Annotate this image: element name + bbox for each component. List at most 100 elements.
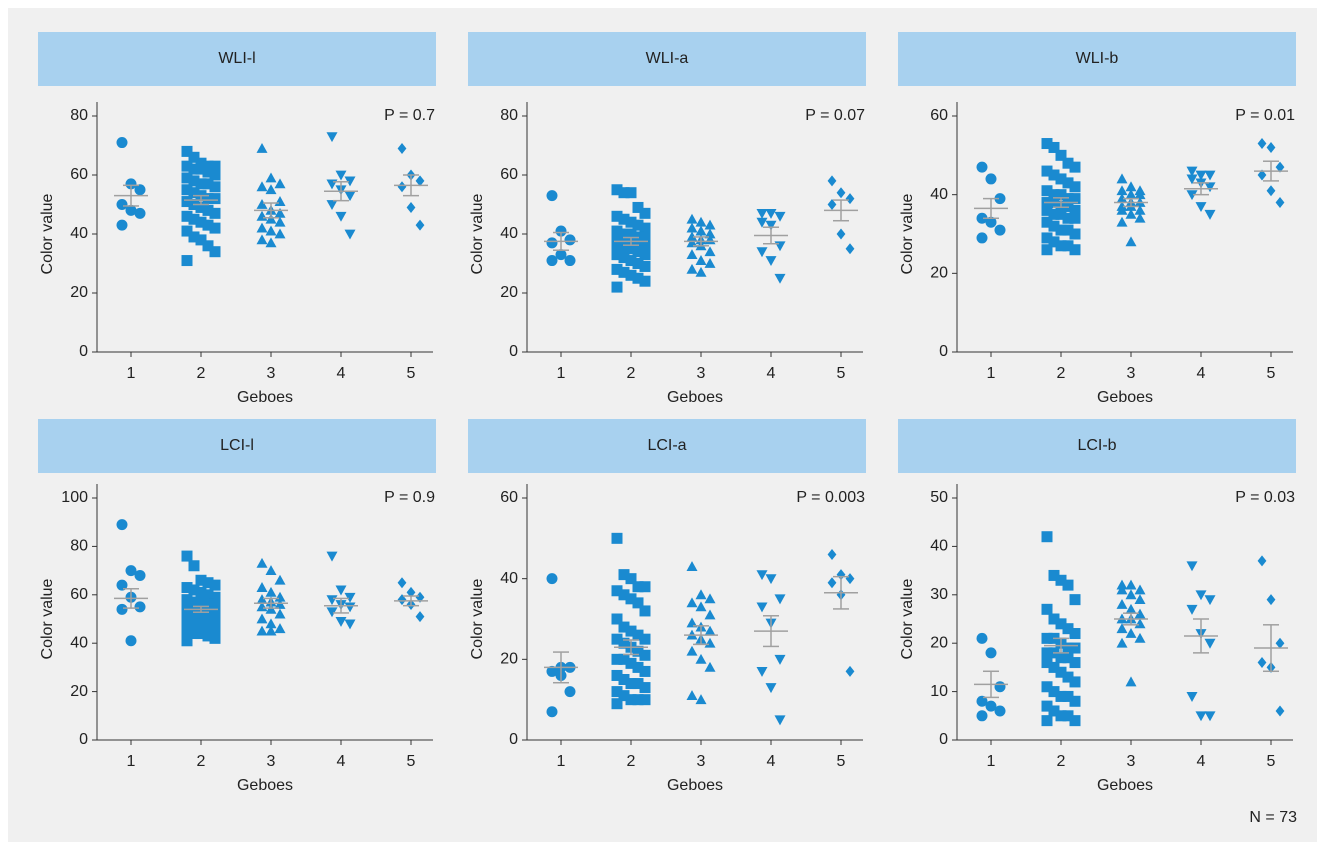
point [625,187,637,199]
point [181,145,193,157]
point [639,633,651,645]
point [1266,141,1276,153]
x-tick-label: 3 [267,753,276,770]
point [827,548,837,560]
point [1062,710,1074,722]
point [344,229,356,240]
point [686,249,698,260]
point [774,273,786,284]
point [209,207,221,219]
error-bar [833,575,849,610]
point [397,142,407,154]
y-axis-label: Color value [899,578,916,659]
point [686,263,698,274]
point [1055,189,1067,201]
point [209,598,221,610]
point [1069,212,1081,224]
point [265,625,277,636]
point [1204,182,1216,193]
point [555,225,567,237]
point [1186,561,1198,572]
point [415,591,425,603]
point [994,224,1006,236]
point [686,617,698,628]
y-tick-label: 50 [930,489,948,506]
error-bar [763,226,779,245]
point [611,225,623,237]
point [756,570,768,581]
p-value: P = 0.9 [384,489,435,506]
point [1041,715,1053,727]
panel-title: WLI-b [1076,50,1119,67]
point [774,654,786,665]
point [632,258,644,269]
x-tick-label: 3 [697,753,706,770]
point [1055,666,1067,678]
point [632,645,644,657]
point [765,208,777,219]
point [1069,161,1081,173]
panel-title-bar [898,32,1296,86]
point [639,581,651,593]
point [632,237,644,249]
x-tick-label: 4 [337,365,346,382]
point [1062,623,1074,635]
y-tick-label: 0 [79,343,88,360]
point [195,628,207,640]
point [564,255,576,267]
error-bar [553,651,569,684]
y-tick-label: 80 [70,107,88,124]
point [611,184,623,196]
point [326,551,338,562]
point [686,213,698,224]
point [827,577,837,589]
x-tick-label: 2 [1057,365,1066,382]
point [625,694,637,706]
point [265,565,277,575]
y-tick-label: 20 [500,284,518,301]
y-tick-label: 0 [509,343,518,360]
point [256,625,268,636]
point [256,594,268,605]
point [639,260,651,272]
point [1062,690,1074,702]
point [618,213,630,225]
x-tick-label: 2 [197,753,206,770]
point [639,665,651,677]
x-tick-label: 4 [1197,365,1206,382]
x-axis-label: Geboes [667,777,723,794]
point [1055,710,1067,722]
point [639,207,651,219]
y-tick-label: 40 [70,634,88,651]
point [397,577,407,589]
y-tick-label: 80 [500,107,518,124]
point [845,665,855,677]
point [1062,177,1074,189]
point [1041,204,1053,216]
point [1062,652,1074,664]
point [181,184,193,196]
point [618,589,630,601]
point [765,683,777,694]
point [1134,189,1146,200]
point [704,625,716,636]
point [209,246,221,258]
error-bar [763,615,779,648]
point [564,686,576,698]
point [1041,603,1053,615]
point [625,573,637,585]
point [1257,555,1267,567]
point [827,175,837,187]
x-tick-label: 4 [767,365,776,382]
point [1041,531,1053,543]
point [1069,695,1081,707]
point [618,621,630,633]
point [625,255,637,267]
x-tick-label: 1 [557,753,566,770]
point [1041,657,1053,669]
point [1055,224,1067,236]
point [188,187,200,199]
point [406,586,416,598]
point [774,715,786,726]
error-bar [983,670,999,699]
